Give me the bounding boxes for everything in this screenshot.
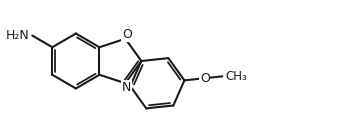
Text: O: O xyxy=(122,28,132,41)
Text: H₂N: H₂N xyxy=(6,29,29,42)
Text: O: O xyxy=(200,72,210,85)
Text: CH₃: CH₃ xyxy=(225,70,247,83)
Text: N: N xyxy=(122,81,131,94)
